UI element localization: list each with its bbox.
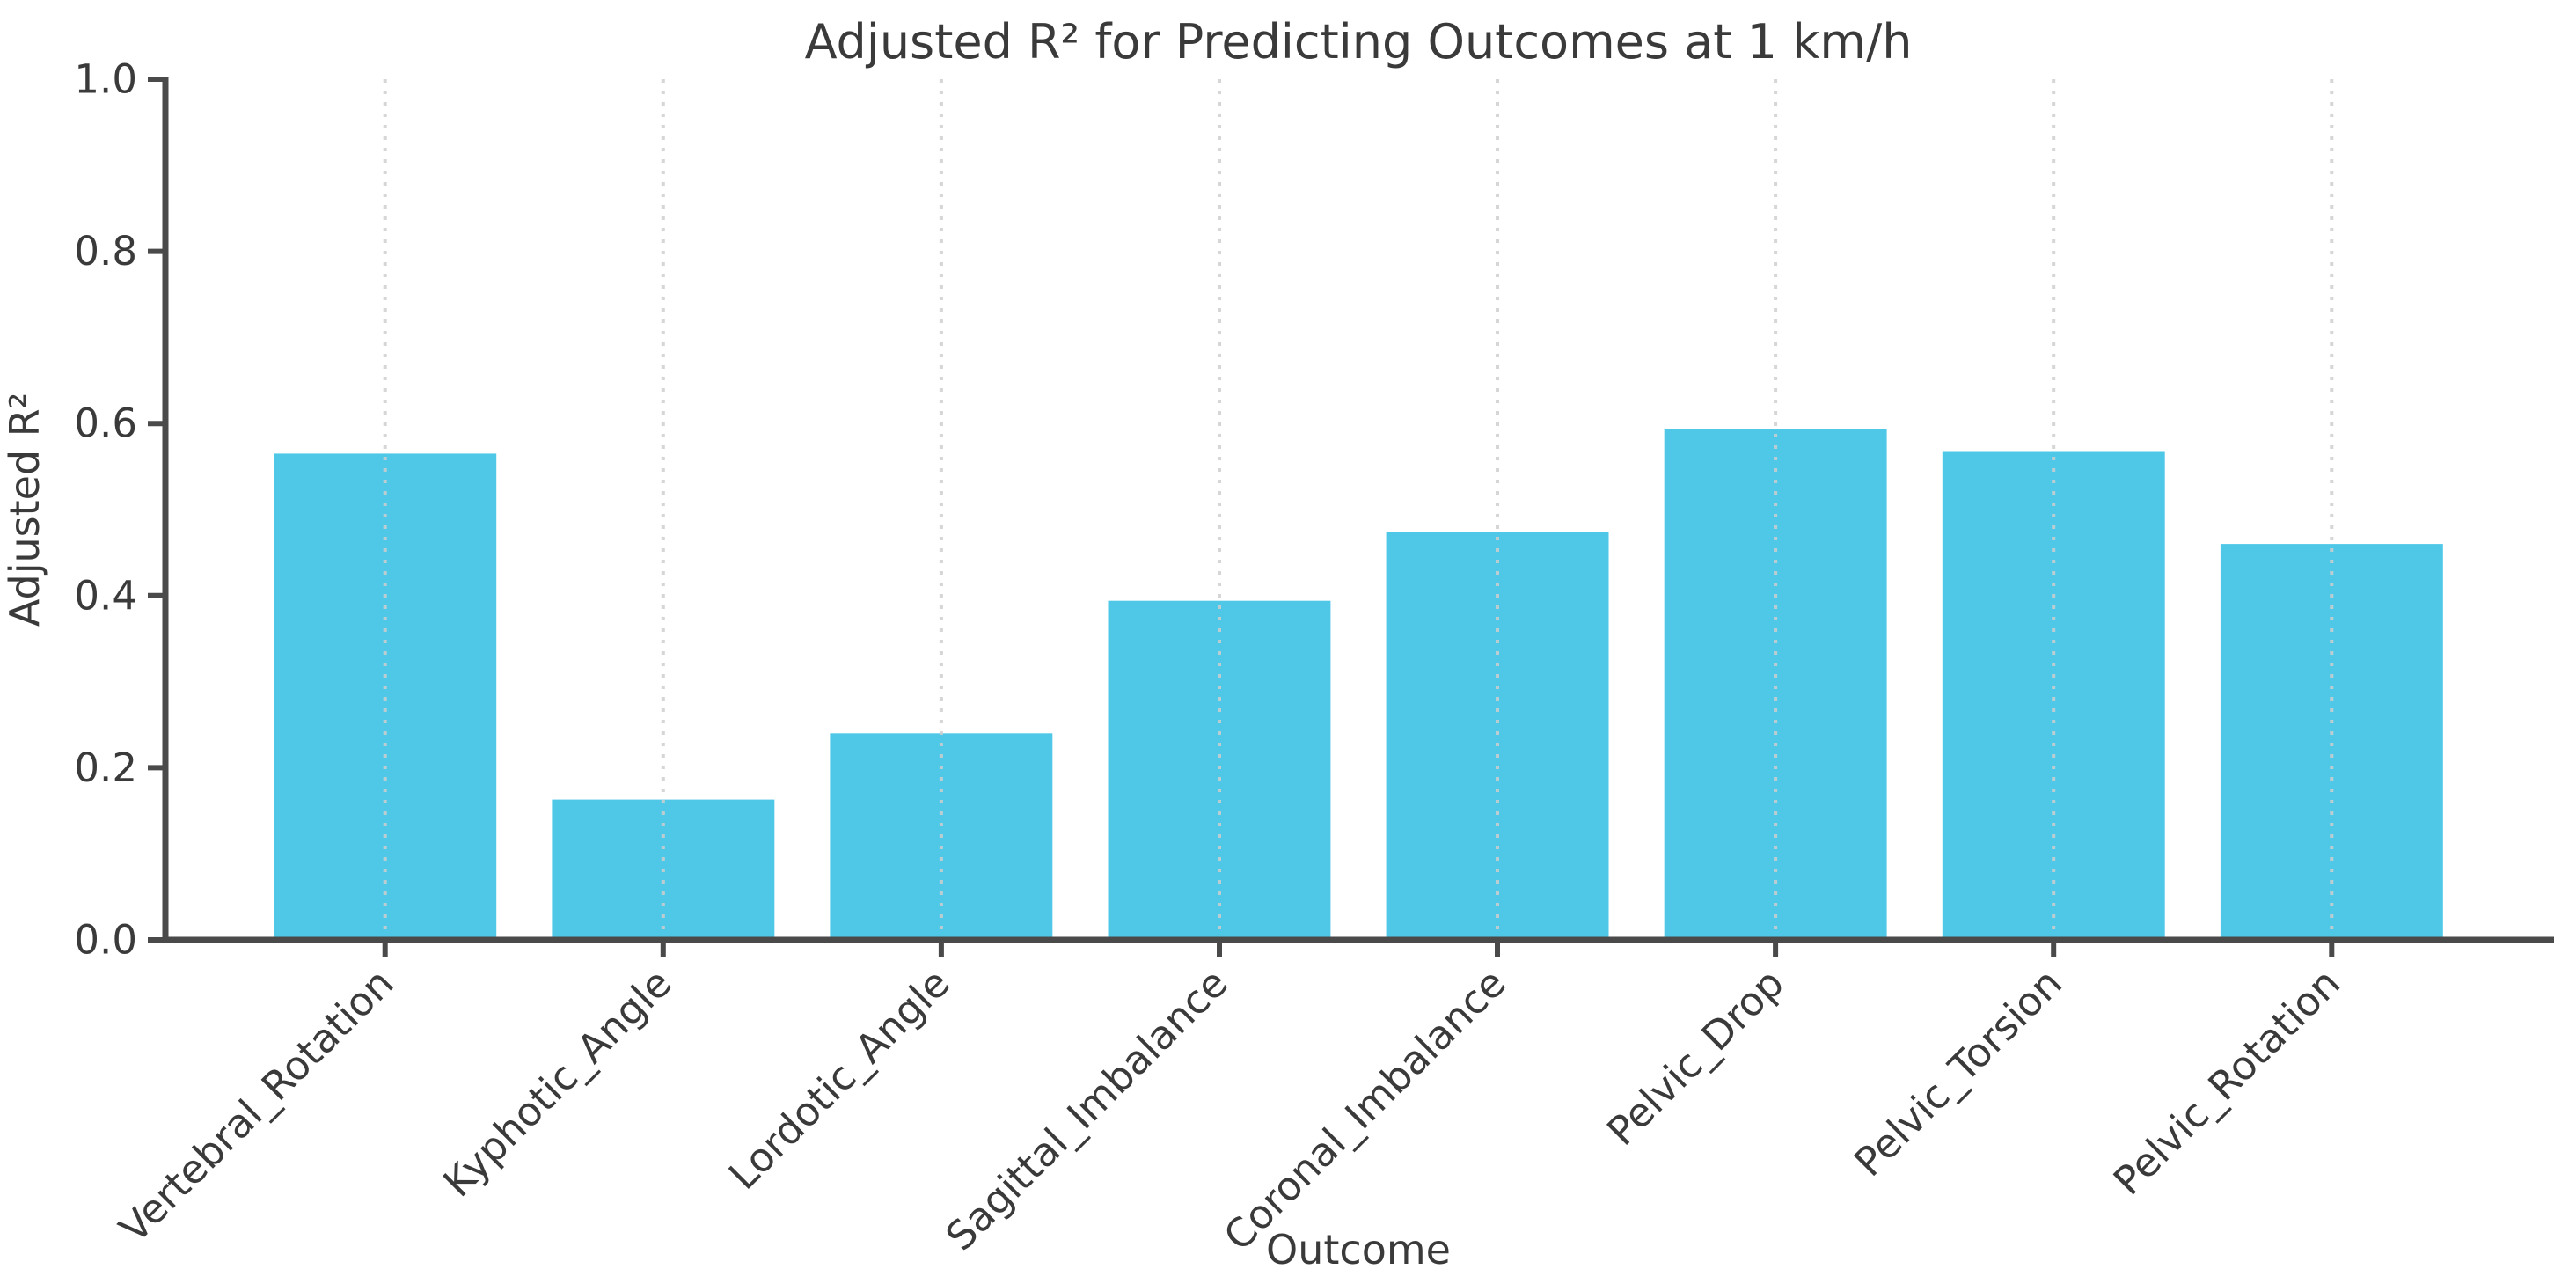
bars-group	[274, 429, 2443, 941]
ytick-label-0.2: 0.2	[74, 745, 137, 791]
xtick-label-coronal-imbalance: Coronal_Imbalance	[1215, 959, 1515, 1259]
bar-coronal-imbalance	[1386, 532, 1609, 940]
ytick-label-0.0: 0.0	[74, 917, 137, 964]
xtick-label-pelvic-torsion: Pelvic_Torsion	[1845, 959, 2071, 1185]
bar-pelvic-drop	[1664, 429, 1887, 941]
bar-pelvic-torsion	[1942, 451, 2165, 940]
y-axis-label: Adjusted R²	[1, 393, 48, 627]
x-axis-label: Outcome	[1266, 1226, 1451, 1273]
ytick-label-0.8: 0.8	[74, 228, 137, 275]
xtick-group: Vertebral_Rotation Kyphotic_Angle Lordotic…	[110, 940, 2349, 1259]
xtick-label-vertebral-rotation: Vertebral_Rotation	[110, 959, 402, 1251]
xtick-label-pelvic-rotation: Pelvic_Rotation	[2104, 959, 2349, 1204]
axes-group	[162, 77, 2554, 943]
xtick-label-pelvic-drop: Pelvic_Drop	[1598, 959, 1793, 1155]
ytick-label-0.4: 0.4	[74, 572, 137, 619]
xtick-label-lordotic-angle: Lordotic_Angle	[720, 959, 959, 1199]
ytick-group: 0.0 0.2 0.4 0.6 0.8 1.0	[74, 56, 165, 964]
bar-pelvic-rotation	[2220, 544, 2443, 940]
ytick-label-0.6: 0.6	[74, 400, 137, 447]
ytick-label-1.0: 1.0	[74, 56, 137, 103]
xtick-label-sagittal-imbalance: Sagittal_Imbalance	[937, 959, 1237, 1259]
xtick-label-kyphotic-angle: Kyphotic_Angle	[435, 959, 681, 1206]
chart-title: Adjusted R² for Predicting Outcomes at 1…	[805, 14, 1913, 70]
